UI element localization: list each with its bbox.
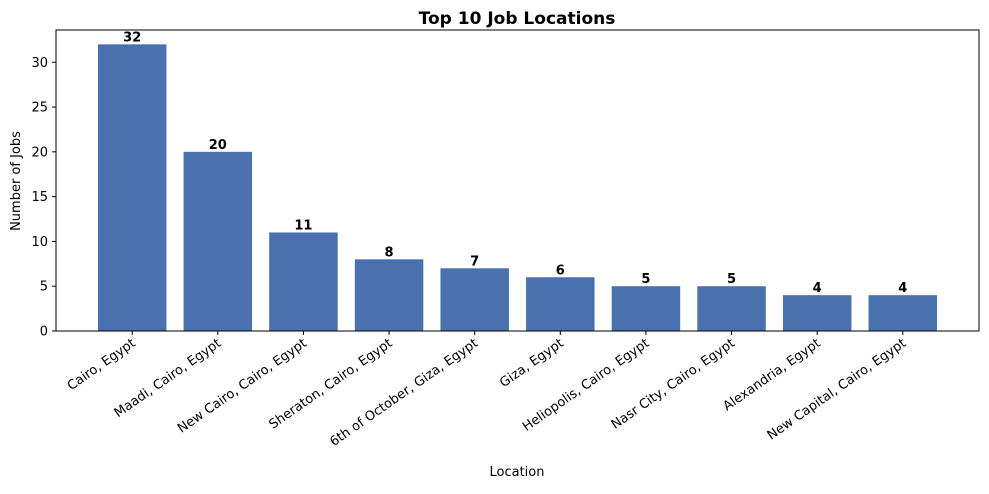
value-label: 32 <box>123 30 141 45</box>
bar <box>183 151 253 331</box>
value-label: 11 <box>294 218 312 233</box>
x-axis-label: Location <box>490 465 545 480</box>
bar <box>354 259 424 331</box>
value-label: 6 <box>556 263 565 278</box>
x-tick-label: 6th of October, Giza, Egypt <box>327 336 481 450</box>
bar <box>697 286 766 331</box>
y-tick-label: 30 <box>31 56 48 71</box>
y-tick-label: 10 <box>31 235 48 250</box>
value-label: 20 <box>209 138 227 153</box>
bar <box>440 268 509 331</box>
y-axis-label: Number of Jobs <box>9 131 24 231</box>
value-label: 5 <box>727 272 736 287</box>
x-tick-label: Cairo, Egypt <box>65 336 139 394</box>
bar <box>782 295 852 331</box>
y-tick-label: 20 <box>31 145 48 160</box>
value-label: 5 <box>641 272 650 287</box>
bar <box>269 232 338 331</box>
x-tick-label: New Capital, Cairo, Egypt <box>765 336 909 443</box>
y-tick-label: 15 <box>31 190 48 205</box>
x-tick-label: Giza, Egypt <box>497 336 566 391</box>
bar <box>526 277 595 331</box>
bar <box>97 44 167 331</box>
plot-frame <box>55 29 980 332</box>
value-label: 4 <box>813 281 822 296</box>
y-tick-label: 25 <box>31 101 48 116</box>
bar <box>868 295 938 331</box>
y-tick-label: 5 <box>40 280 48 295</box>
y-tick-label: 0 <box>40 325 48 340</box>
value-label: 8 <box>385 245 394 260</box>
value-label: 7 <box>470 254 479 269</box>
bar <box>611 286 681 331</box>
chart-title: Top 10 Job Locations <box>419 9 616 29</box>
value-label: 4 <box>898 281 907 296</box>
